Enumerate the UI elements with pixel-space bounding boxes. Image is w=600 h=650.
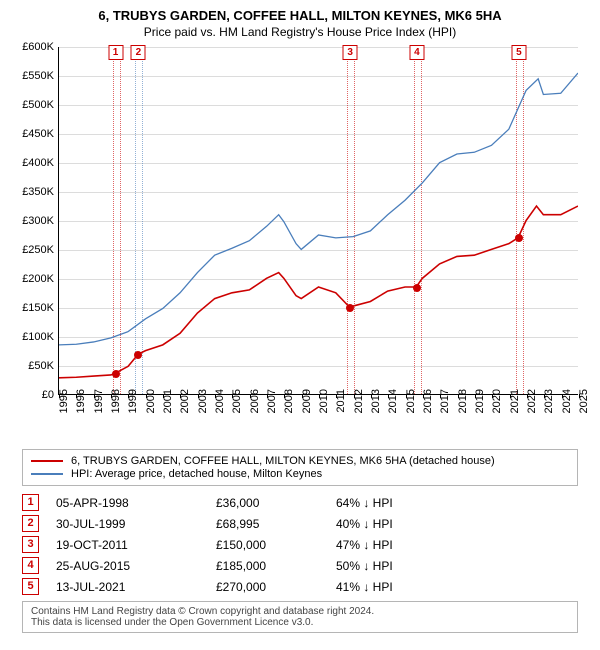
chart-area: £0 £50K £100K £150K £200K £250K £300K £350K £400…	[10, 43, 590, 443]
sale-index-box: 1	[22, 494, 39, 511]
sale-delta-vs-hpi: 41% ↓ HPI	[336, 580, 578, 594]
sale-price: £68,995	[216, 517, 336, 531]
y-tick-label: £450K	[10, 128, 54, 140]
y-tick-label: £400K	[10, 157, 54, 169]
sale-index-box: 4	[22, 557, 39, 574]
sale-marker-number: 1	[108, 45, 123, 60]
line-svg	[59, 47, 578, 394]
y-tick-label: £150K	[10, 302, 54, 314]
sale-point	[413, 284, 421, 292]
sale-marker-number: 5	[511, 45, 526, 60]
sale-date: 30-JUL-1999	[56, 517, 216, 531]
y-tick-label: £250K	[10, 244, 54, 256]
sale-date: 13-JUL-2021	[56, 580, 216, 594]
sale-date: 25-AUG-2015	[56, 559, 216, 573]
sales-table-row: 2 30-JUL-1999£68,99540% ↓ HPI	[22, 515, 578, 532]
footer-line-1: Contains HM Land Registry data © Crown c…	[31, 606, 569, 617]
y-tick-label: £200K	[10, 273, 54, 285]
chart-container: 6, TRUBYS GARDEN, COFFEE HALL, MILTON KE…	[0, 0, 600, 650]
attribution-footer: Contains HM Land Registry data © Crown c…	[22, 601, 578, 633]
legend-label-hpi: HPI: Average price, detached house, Milt…	[71, 468, 322, 480]
sale-delta-vs-hpi: 40% ↓ HPI	[336, 517, 578, 531]
chart-subtitle: Price paid vs. HM Land Registry's House …	[10, 25, 590, 39]
sale-point	[112, 370, 120, 378]
y-tick-label: £500K	[10, 99, 54, 111]
sale-price: £150,000	[216, 538, 336, 552]
sale-index-box: 3	[22, 536, 39, 553]
sale-price: £36,000	[216, 496, 336, 510]
sales-table-row: 5 13-JUL-2021£270,00041% ↓ HPI	[22, 578, 578, 595]
sale-delta-vs-hpi: 50% ↓ HPI	[336, 559, 578, 573]
y-tick-label: £600K	[10, 41, 54, 53]
x-tick-label: 2025	[578, 389, 590, 413]
sale-delta-vs-hpi: 47% ↓ HPI	[336, 538, 578, 552]
sale-point	[515, 234, 523, 242]
sale-price: £270,000	[216, 580, 336, 594]
legend: 6, TRUBYS GARDEN, COFFEE HALL, MILTON KE…	[22, 449, 578, 486]
sale-point	[346, 304, 354, 312]
legend-label-property: 6, TRUBYS GARDEN, COFFEE HALL, MILTON KE…	[71, 455, 495, 467]
footer-line-2: This data is licensed under the Open Gov…	[31, 617, 569, 628]
y-tick-label: £100K	[10, 331, 54, 343]
sale-index-box: 2	[22, 515, 39, 532]
legend-swatch-hpi	[31, 473, 63, 475]
sale-date: 19-OCT-2011	[56, 538, 216, 552]
y-tick-label: £550K	[10, 70, 54, 82]
y-tick-label: £50K	[10, 360, 54, 372]
legend-swatch-property	[31, 460, 63, 462]
y-tick-label: £0	[10, 389, 54, 401]
y-tick-label: £300K	[10, 215, 54, 227]
plot-area: 12 3 4 5	[58, 47, 578, 395]
sales-table-row: 4 25-AUG-2015£185,00050% ↓ HPI	[22, 557, 578, 574]
chart-title: 6, TRUBYS GARDEN, COFFEE HALL, MILTON KE…	[10, 8, 590, 23]
sales-table: 1 05-APR-1998£36,00064% ↓ HPI 2 30-JUL-1999…	[22, 494, 578, 595]
sale-delta-vs-hpi: 64% ↓ HPI	[336, 496, 578, 510]
sales-table-row: 1 05-APR-1998£36,00064% ↓ HPI	[22, 494, 578, 511]
sale-marker-number: 2	[131, 45, 146, 60]
y-tick-label: £350K	[10, 186, 54, 198]
series-line-hpi	[59, 73, 578, 345]
sale-price: £185,000	[216, 559, 336, 573]
sale-index-box: 5	[22, 578, 39, 595]
sales-table-row: 3 19-OCT-2011£150,00047% ↓ HPI	[22, 536, 578, 553]
legend-item-hpi: HPI: Average price, detached house, Milt…	[31, 468, 569, 480]
legend-item-property: 6, TRUBYS GARDEN, COFFEE HALL, MILTON KE…	[31, 455, 569, 467]
sale-marker-number: 3	[343, 45, 358, 60]
sale-date: 05-APR-1998	[56, 496, 216, 510]
title-block: 6, TRUBYS GARDEN, COFFEE HALL, MILTON KE…	[10, 8, 590, 39]
sale-marker-number: 4	[409, 45, 424, 60]
sale-point	[134, 351, 142, 359]
